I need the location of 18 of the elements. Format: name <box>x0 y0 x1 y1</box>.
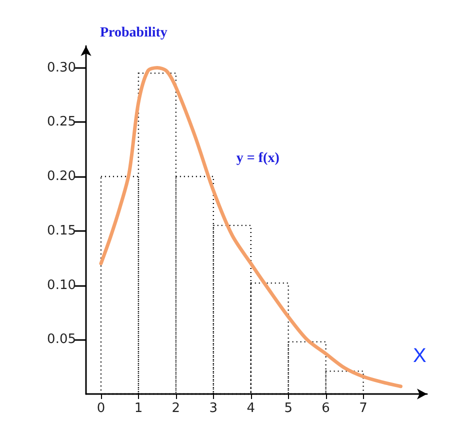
y-axis-title: Probability <box>100 26 168 40</box>
x-tick-label: 6 <box>322 401 330 416</box>
x-tick-label: 2 <box>172 401 180 416</box>
x-tick-label: 7 <box>359 401 368 416</box>
x-tick-label: 5 <box>284 401 292 416</box>
x-axis-title: X <box>413 345 426 367</box>
line-series <box>99 66 403 388</box>
y-tick-label: 0.25 <box>47 114 76 130</box>
x-tick-label: 3 <box>209 401 218 416</box>
x-tick-label: 4 <box>246 401 256 416</box>
y-tick-label: 0.20 <box>47 169 76 184</box>
x-tick-label: 1 <box>134 401 143 416</box>
y-tick-label: 0.10 <box>47 278 76 293</box>
y-tick-label: 0.15 <box>47 223 76 238</box>
x-tick-label: 0 <box>96 401 106 416</box>
y-tick-label: 0.05 <box>47 332 76 348</box>
text: y = f(x) <box>236 151 280 166</box>
y-tick-label: 0.30 <box>47 60 76 76</box>
